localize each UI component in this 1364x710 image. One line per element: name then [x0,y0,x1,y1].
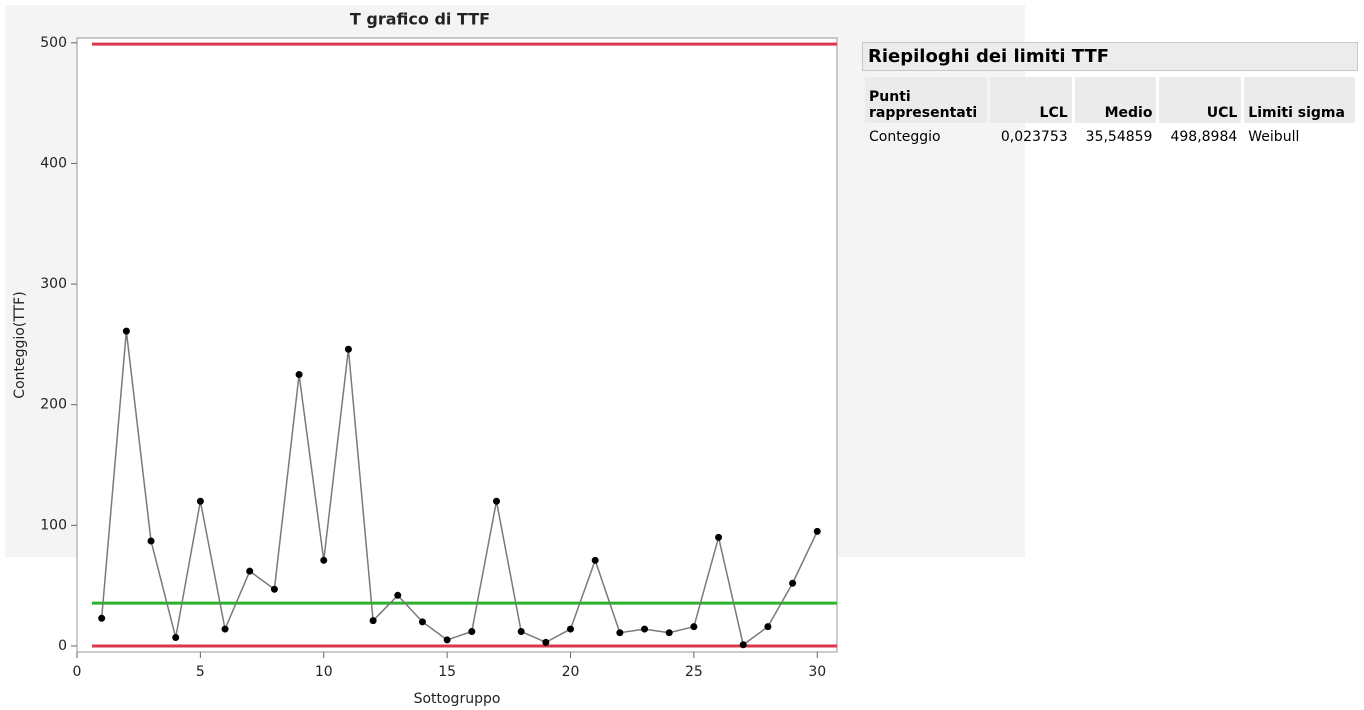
column-header: Punti rappresentati [865,77,987,123]
data-point [147,537,155,545]
data-point [468,627,476,635]
x-tick-label: 5 [196,664,205,680]
column-header: LCL [989,77,1072,123]
data-point [715,533,723,541]
summary-table: Punti rappresentati LCL Medio UCL Limiti… [862,77,1358,151]
y-tick-label: 500 [40,35,67,51]
data-point [641,625,649,633]
data-point [591,556,599,564]
summary-title: Riepiloghi dei limiti TTF [862,42,1358,71]
data-point [270,585,278,593]
chart-title: T grafico di TTF [350,10,490,29]
x-tick-label: 0 [73,664,82,680]
y-tick-label: 0 [58,638,67,654]
x-tick-label: 15 [438,664,456,680]
data-point [369,617,377,625]
column-header: UCL [1159,77,1242,123]
table-cell: 0,023753 [1000,129,1068,145]
x-tick-label: 20 [562,664,580,680]
table-cell: Conteggio [869,129,941,145]
data-point [789,579,797,587]
y-tick-label: 200 [40,397,67,413]
summary-panel: Riepiloghi dei limiti TTF Punti rapprese… [862,42,1358,151]
data-point [246,567,254,575]
data-point [665,629,673,637]
data-point [443,636,451,644]
data-point [764,623,772,631]
table-cell: Weibull [1248,129,1300,145]
y-tick-label: 300 [40,276,67,292]
data-point [690,623,698,631]
plot-area [76,37,838,653]
data-point [492,497,500,505]
data-point [567,625,575,633]
data-point [418,618,426,626]
data-point [394,591,402,599]
x-tick-label: 10 [315,664,333,680]
table-cell: 35,54859 [1085,129,1153,145]
data-point [739,641,747,649]
data-point [344,345,352,353]
table-cell: 498,8984 [1170,129,1238,145]
x-tick-label: 30 [808,664,826,680]
data-point [221,625,229,633]
data-line [100,331,818,647]
data-point [320,556,328,564]
data-point [98,614,106,622]
data-point [122,327,130,335]
x-axis-label: Sottogruppo [414,691,501,707]
data-point [295,371,303,379]
data-point [517,627,525,635]
column-header: Medio [1074,77,1157,123]
y-axis-label: Conteggio(TTF) [12,291,28,398]
data-point [196,497,204,505]
y-tick-label: 100 [40,517,67,533]
y-tick-label: 400 [40,155,67,171]
data-point [813,527,821,535]
data-point [616,629,624,637]
column-header: Limiti sigma [1244,77,1355,123]
x-tick-label: 25 [685,664,703,680]
data-point [172,634,180,642]
data-point [542,638,550,646]
